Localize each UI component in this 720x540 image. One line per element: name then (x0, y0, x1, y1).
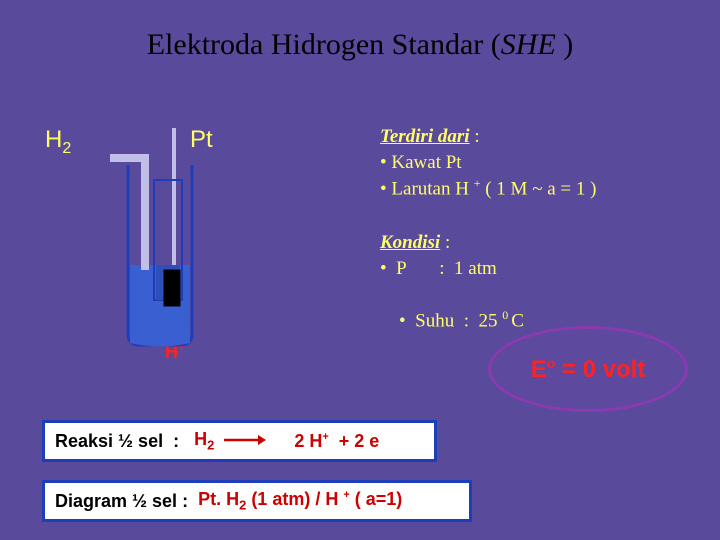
standard-potential-oval: Eo = 0 volt (488, 326, 688, 412)
desc1-item2: • Larutan H + ( 1 M ~ a = 1 ) (380, 175, 596, 202)
desc1-colon: : (470, 126, 480, 147)
kondisi-block: Kondisi : • P : 1 atm • Suhu : 25 0 C (380, 230, 524, 360)
reaksi-label: Reaksi ½ sel : (55, 431, 194, 452)
desc1-header-line: Terdiri dari : (380, 124, 596, 150)
desc2-item1: • P : 1 atm (380, 256, 524, 282)
eo-rest: = 0 volt (555, 356, 645, 383)
title-main: Elektroda Hidrogen Standar ( (147, 28, 501, 61)
diagramsel-a: Pt. H (198, 489, 239, 509)
desc2-colon: : (440, 232, 450, 253)
title-close: ) (563, 28, 573, 61)
page-title: Elektroda Hidrogen Standar (SHE ) (0, 28, 720, 62)
cell-diagram-box: Diagram ½ sel : Pt. H2 (1 atm) / H + ( a… (42, 480, 472, 522)
diagramsel-value: Pt. H2 (1 atm) / H + ( a=1) (198, 489, 402, 513)
reaction-arrow-icon (222, 431, 266, 452)
reaksi-rhs-b: + 2 e (329, 431, 380, 451)
reaksi-rhs: 2 H+ + 2 e (274, 410, 379, 473)
desc1-item2a: • Larutan H (380, 179, 474, 200)
reaksi-lhs-h: H (194, 429, 207, 449)
diagramsel-label: Diagram ½ sel : (55, 491, 198, 512)
desc2-item2-sup: 0 (502, 308, 511, 322)
desc2-header: Kondisi (380, 232, 440, 253)
desc1-item2b: ( 1 M ~ a = 1 ) (480, 179, 596, 200)
terdiri-dari-block: Terdiri dari : • Kawat Pt • Larutan H + … (380, 124, 596, 202)
eo-e: E (531, 356, 547, 383)
reaksi-lhs-sub: 2 (207, 438, 214, 453)
h2-text: H (45, 126, 62, 153)
diagramsel-c: ( a=1) (350, 489, 403, 509)
title-she: SHE (501, 28, 564, 61)
eo-sup: o (547, 355, 556, 371)
half-reaction-box: Reaksi ½ sel : H2 2 H+ + 2 e (42, 420, 437, 462)
electrode-svg (110, 120, 230, 370)
electrode-diagram (110, 120, 230, 370)
desc1-header: Terdiri dari (380, 126, 470, 147)
h2-sub: 2 (62, 140, 71, 157)
diagramsel-b: (1 atm) / H (246, 489, 343, 509)
desc2-header-line: Kondisi : (380, 230, 524, 256)
eo-text: Eo = 0 volt (531, 355, 646, 384)
desc2-item2a: • Suhu : 25 (399, 310, 502, 331)
h2-gas-label: H2 (45, 126, 71, 158)
reaksi-lhs: H2 (194, 429, 214, 453)
reaksi-rhs-a: 2 H (294, 431, 322, 451)
desc1-item1: • Kawat Pt (380, 150, 596, 176)
desc2-item2b: C (511, 310, 524, 331)
